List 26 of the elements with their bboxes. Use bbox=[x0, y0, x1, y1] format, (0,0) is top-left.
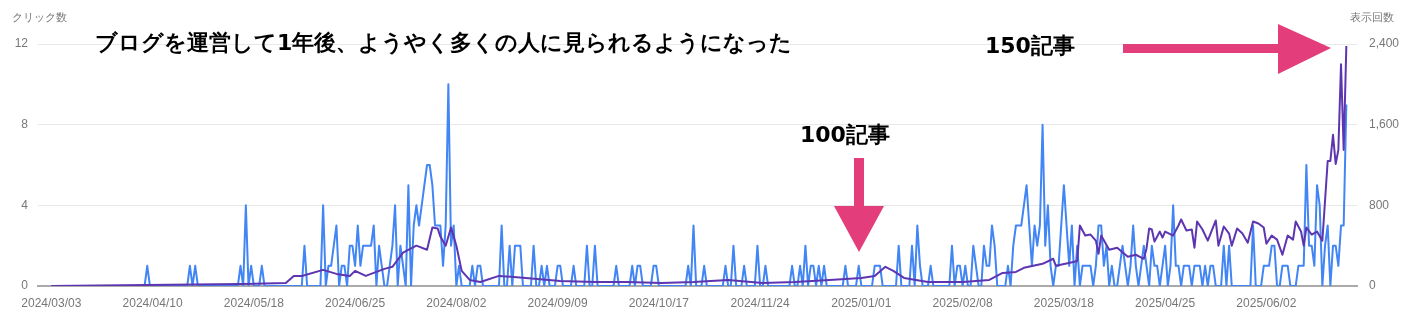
x-tick-label: 2025/02/08 bbox=[932, 295, 993, 310]
x-tick-label: 2024/05/18 bbox=[223, 295, 285, 310]
x-tick-label: 2025/03/18 bbox=[1033, 295, 1095, 310]
x-tick-label: 2024/11/24 bbox=[730, 295, 791, 310]
x-tick-label: 2024/06/25 bbox=[325, 295, 386, 310]
x-tick-label: 2024/10/17 bbox=[628, 295, 690, 310]
x-tick-label: 2025/04/25 bbox=[1135, 295, 1196, 310]
y-axis-title: クリック数 bbox=[12, 10, 67, 25]
x-tick-label: 2024/03/03 bbox=[21, 295, 82, 310]
y2-axis-title: 表示回数 bbox=[1350, 10, 1394, 25]
y2-tick-label: 0 bbox=[1369, 278, 1376, 293]
y-tick-label: 4 bbox=[21, 197, 29, 212]
y-tick-label: 0 bbox=[21, 278, 29, 293]
x-tick-label: 2024/08/02 bbox=[426, 295, 487, 310]
x-tick-label: 2024/04/10 bbox=[122, 295, 183, 310]
chart-title: ブログを運営して1年後、ようやく多くの人に見られるようになった bbox=[95, 29, 793, 57]
y-tick-label: 12 bbox=[14, 36, 29, 51]
x-tick-label: 2025/01/01 bbox=[831, 295, 892, 310]
x-tick-label: 2025/06/02 bbox=[1236, 295, 1297, 310]
y2-tick-label: 800 bbox=[1369, 197, 1390, 212]
y2-tick-label: 2,400 bbox=[1369, 36, 1400, 51]
y-tick-label: 8 bbox=[21, 116, 29, 131]
annotation: 100記事 bbox=[800, 121, 890, 149]
annotation: 150記事 bbox=[985, 32, 1075, 60]
x-tick-label: 2024/09/09 bbox=[527, 295, 588, 310]
y2-tick-label: 1,600 bbox=[1369, 116, 1400, 131]
